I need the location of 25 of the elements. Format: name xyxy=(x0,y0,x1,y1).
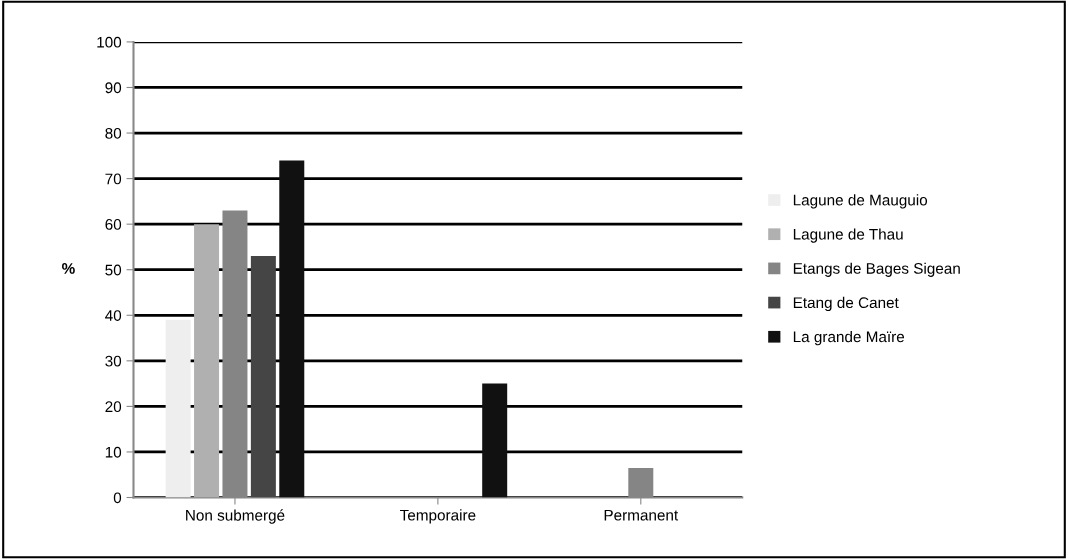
legend-label: Lagune de Mauguio xyxy=(793,194,928,209)
y-tick-label: 20 xyxy=(105,401,122,413)
legend-label: Lagune de Thau xyxy=(793,228,903,243)
y-tick-label: 60 xyxy=(105,219,122,230)
y-tick-label: 70 xyxy=(105,173,122,185)
bar xyxy=(165,319,191,498)
bar xyxy=(279,160,305,498)
y-tick-label: 80 xyxy=(105,127,122,139)
y-tick-label: 90 xyxy=(105,82,122,94)
bar xyxy=(250,256,276,498)
bar xyxy=(482,383,508,498)
legend-label: Etangs de Bages Sigean xyxy=(793,262,960,277)
y-tick-label: 40 xyxy=(105,310,122,321)
y-tick-label: 0 xyxy=(113,492,122,504)
y-tick-label: 30 xyxy=(105,355,122,367)
x-tick-label: Temporaire xyxy=(400,509,476,524)
y-tick-label: 50 xyxy=(105,264,122,276)
bar xyxy=(194,224,220,498)
legend-label: Etang de Canet xyxy=(793,296,899,312)
y-axis-title: % xyxy=(62,263,75,274)
y-tick-label: 10 xyxy=(105,446,122,458)
y-tick-label: 100 xyxy=(97,36,122,48)
x-tick-label: Non submergé xyxy=(186,509,285,524)
x-tick-label: Permanent xyxy=(604,509,679,521)
legend-label: La grande Maïre xyxy=(793,331,905,346)
